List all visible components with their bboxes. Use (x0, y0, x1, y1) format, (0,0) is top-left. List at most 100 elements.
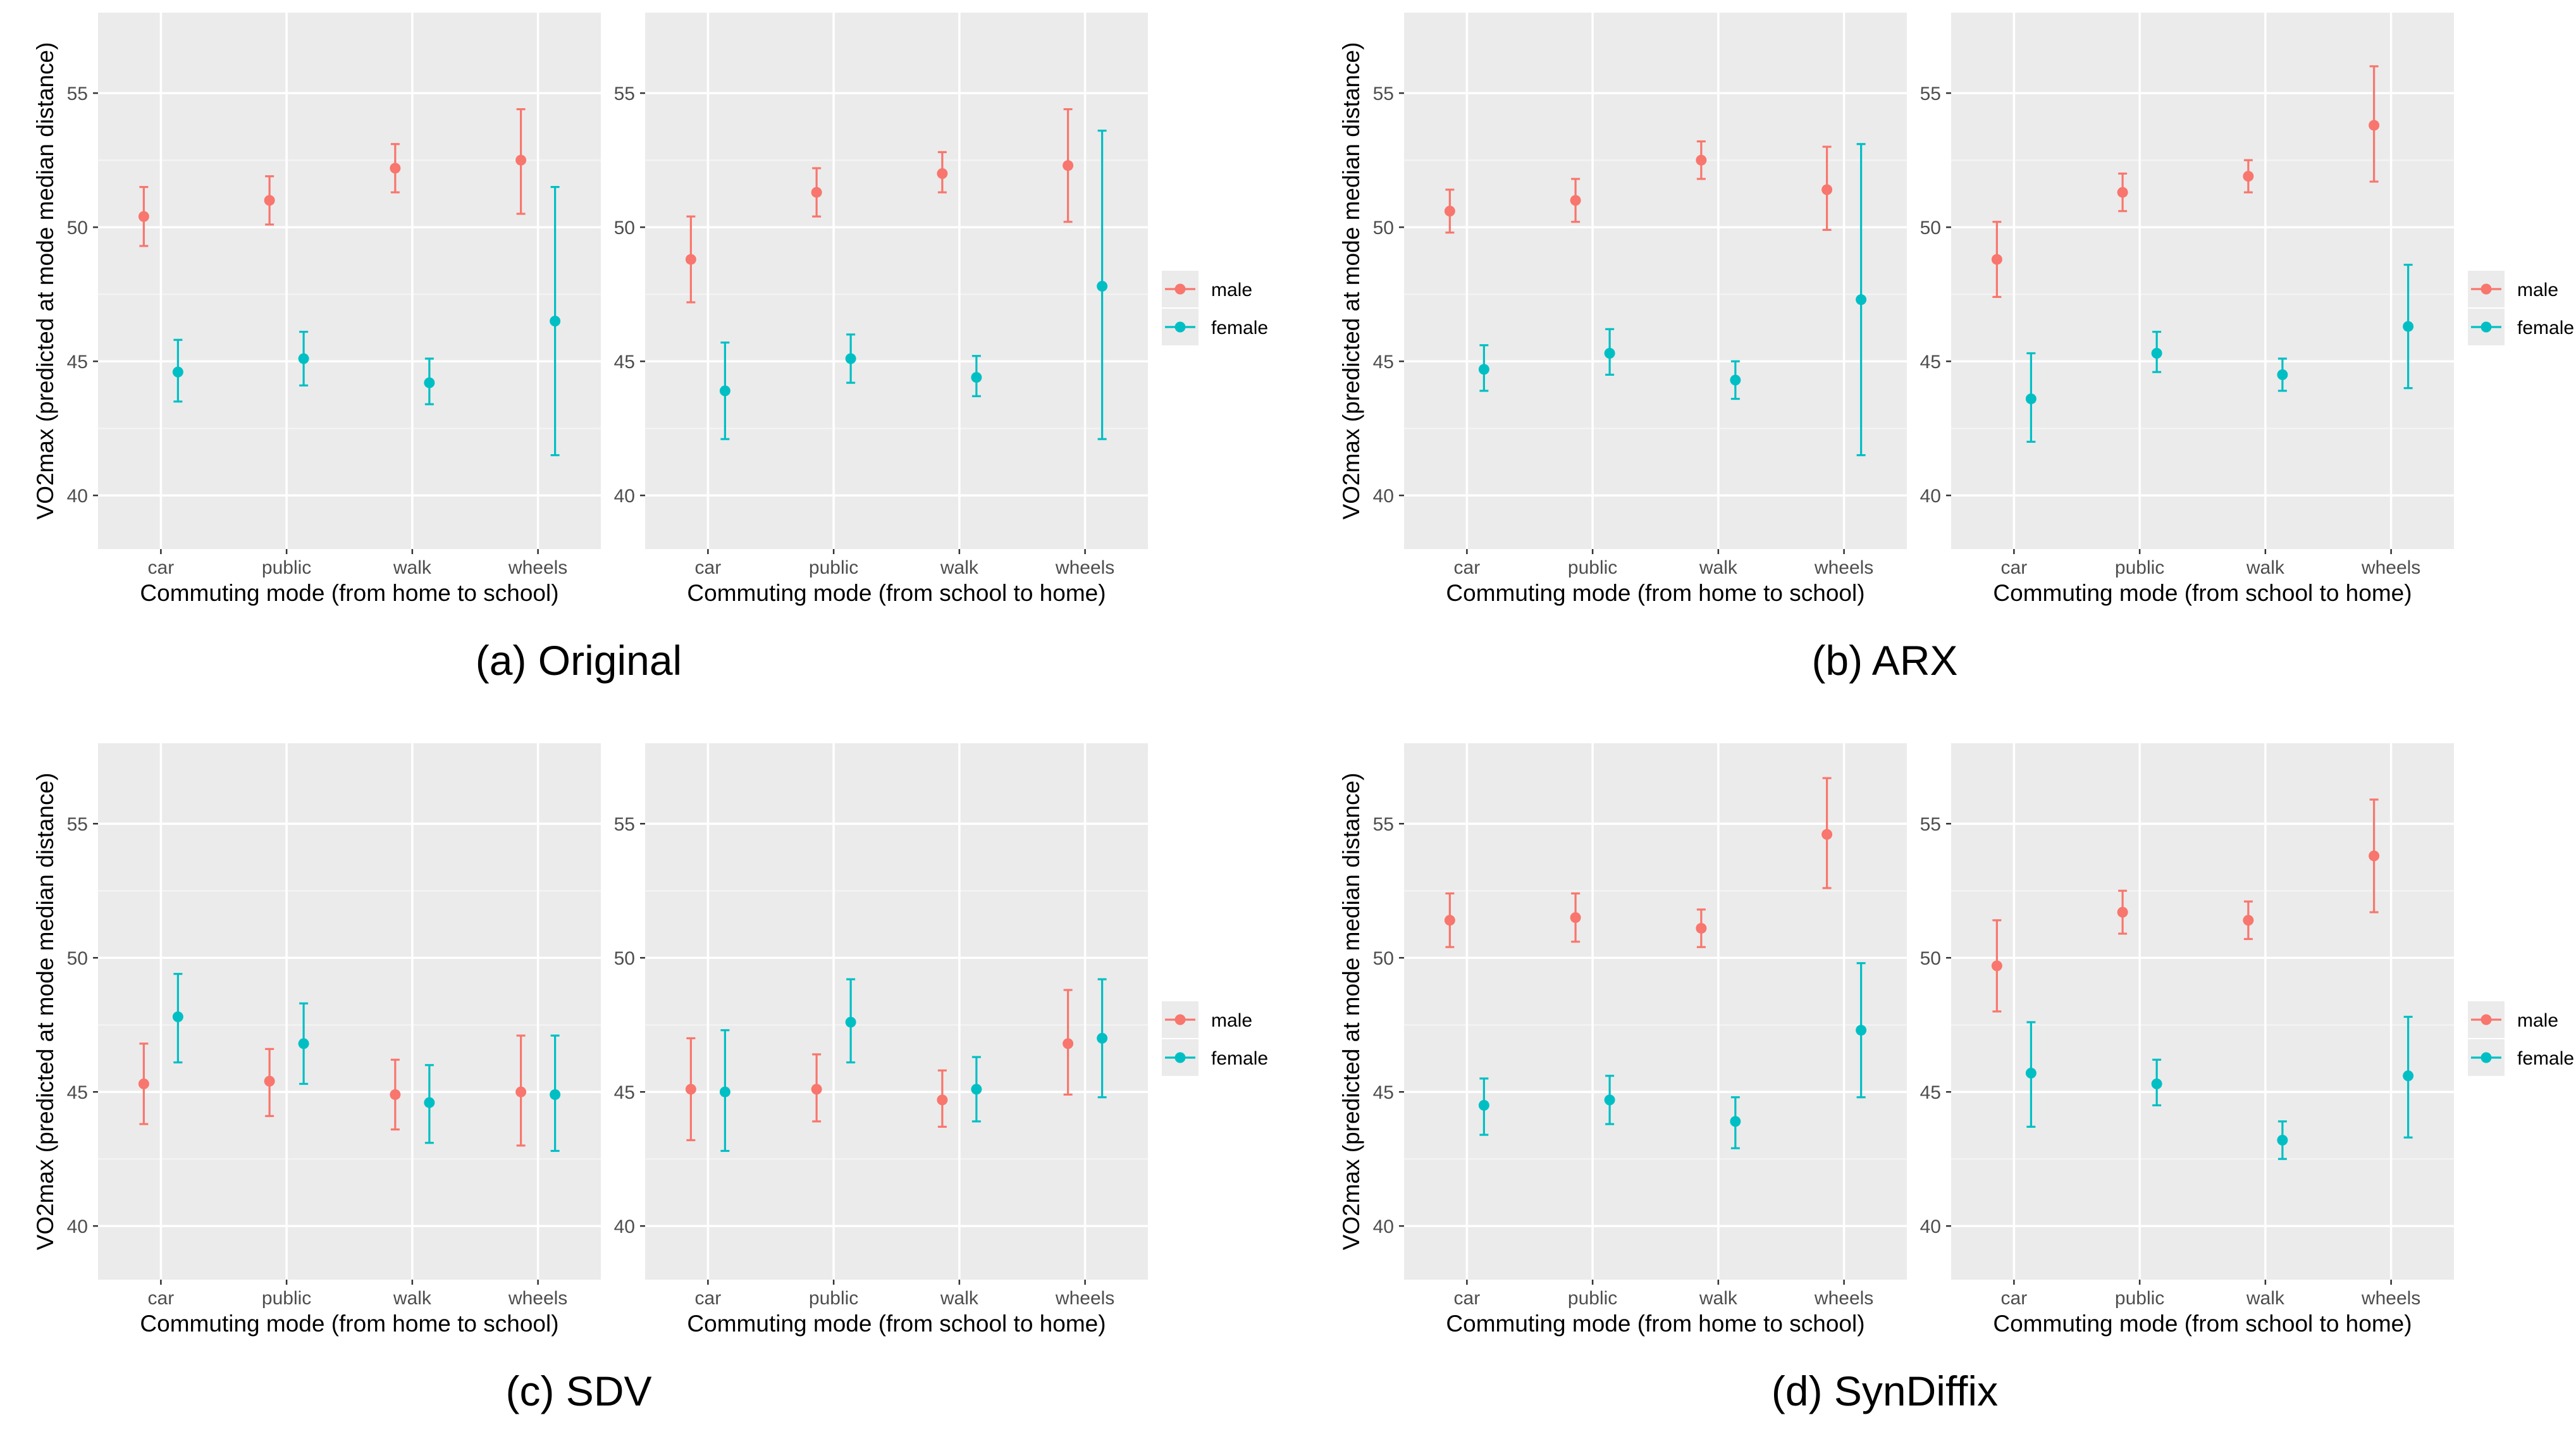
legend: male female (1162, 271, 1268, 345)
x-tick-label: car (1454, 1288, 1481, 1309)
x-axis-title: Commuting mode (from home to school) (1446, 580, 1864, 606)
x-tick-label: wheels (1055, 1288, 1114, 1309)
legend-label-female: female (2517, 1048, 2574, 1069)
plot-background (645, 13, 1148, 549)
chart-group-3: VO2max (predicted at mode median distanc… (32, 743, 1268, 1414)
plot-background (1404, 13, 1907, 549)
point-male (1570, 912, 1581, 924)
x-tick-label: public (809, 557, 858, 578)
x-tick-label: walk (940, 557, 979, 578)
point-male (264, 1075, 275, 1087)
y-tick-label: 50 (67, 948, 88, 969)
y-tick-label: 55 (1373, 83, 1394, 104)
point-male (2369, 850, 2380, 862)
x-tick-label: wheels (1814, 1288, 1873, 1309)
y-tick-label: 50 (1920, 218, 1941, 238)
point-male (937, 168, 948, 179)
legend-key-point (1174, 321, 1186, 333)
y-tick-label: 45 (1920, 1082, 1941, 1103)
point-female (1478, 364, 1489, 375)
point-female (172, 366, 183, 378)
chart-group-4: VO2max (predicted at mode median distanc… (1338, 743, 2574, 1414)
legend-key-point (1174, 1014, 1186, 1025)
point-male (390, 1089, 401, 1100)
point-female (2025, 393, 2037, 405)
plot-background (98, 13, 601, 549)
point-female (1856, 294, 1867, 306)
point-male (1991, 254, 2002, 265)
subfigure-caption: (c) SDV (506, 1368, 652, 1414)
legend-label-male: male (2517, 280, 2558, 300)
y-tick-label: 45 (1373, 1082, 1394, 1103)
chart-group-1: VO2max (predicted at mode median distanc… (32, 13, 1268, 684)
y-tick-label: 40 (1920, 1216, 1941, 1237)
point-female (1604, 1094, 1615, 1106)
plot-background (1951, 743, 2454, 1280)
x-tick-label: public (2115, 1288, 2164, 1309)
legend-label-female: female (1211, 1048, 1268, 1069)
x-axis-title: Commuting mode (from home to school) (1446, 1311, 1864, 1337)
point-female (1604, 347, 1615, 359)
subfigure-caption: (d) SynDiffix (1772, 1368, 1998, 1414)
y-tick-label: 40 (1920, 486, 1941, 507)
y-tick-label: 50 (614, 218, 635, 238)
point-female (845, 1017, 856, 1028)
plot-background (98, 743, 601, 1280)
x-tick-label: walk (1699, 557, 1738, 578)
point-male (1063, 1038, 1074, 1049)
point-male (1063, 160, 1074, 171)
y-tick-label: 55 (1373, 814, 1394, 835)
x-tick-label: walk (393, 557, 432, 578)
legend-label-male: male (1211, 280, 1252, 300)
point-male (1821, 184, 1833, 195)
x-tick-label: car (148, 557, 175, 578)
point-male (515, 154, 527, 166)
x-axis-title: Commuting mode (from school to home) (687, 1311, 1106, 1337)
y-tick-label: 50 (1373, 218, 1394, 238)
point-male (2243, 171, 2254, 182)
y-tick-label: 40 (1373, 1216, 1394, 1237)
point-female (719, 385, 730, 397)
legend-key-point (2480, 283, 2492, 295)
point-female (1856, 1025, 1867, 1036)
point-male (138, 211, 149, 222)
point-female (424, 377, 435, 388)
plot-background (1951, 13, 2454, 549)
point-female (298, 353, 309, 364)
point-male (1444, 206, 1455, 217)
x-tick-label: car (148, 1288, 175, 1309)
x-axis-title: Commuting mode (from school to home) (1993, 580, 2412, 606)
y-tick-label: 50 (1920, 948, 1941, 969)
y-axis-title: VO2max (predicted at mode median distanc… (32, 773, 58, 1251)
x-tick-label: car (2001, 1288, 2028, 1309)
subfigure-caption: (a) Original (476, 637, 682, 684)
y-tick-label: 50 (1373, 948, 1394, 969)
point-male (1570, 195, 1581, 206)
point-female (1097, 280, 1108, 292)
point-male (685, 1084, 696, 1095)
y-axis-title: VO2max (predicted at mode median distanc… (1338, 42, 1364, 520)
y-tick-label: 40 (67, 1216, 88, 1237)
y-tick-label: 55 (614, 83, 635, 104)
legend-key-point (1174, 283, 1186, 295)
x-tick-label: wheels (508, 557, 567, 578)
point-male (1696, 923, 1707, 934)
point-female (971, 1084, 982, 1095)
y-tick-label: 45 (614, 1082, 635, 1103)
point-female (2277, 1135, 2288, 1146)
point-female (550, 1089, 561, 1100)
x-tick-label: car (1454, 557, 1481, 578)
y-tick-label: 45 (1920, 352, 1941, 373)
point-female (298, 1038, 309, 1049)
legend: male female (2468, 271, 2574, 345)
x-tick-label: car (695, 557, 722, 578)
point-female (845, 353, 856, 364)
point-female (550, 316, 561, 327)
point-male (2117, 906, 2128, 918)
x-tick-label: car (2001, 557, 2028, 578)
point-female (2403, 1070, 2414, 1082)
